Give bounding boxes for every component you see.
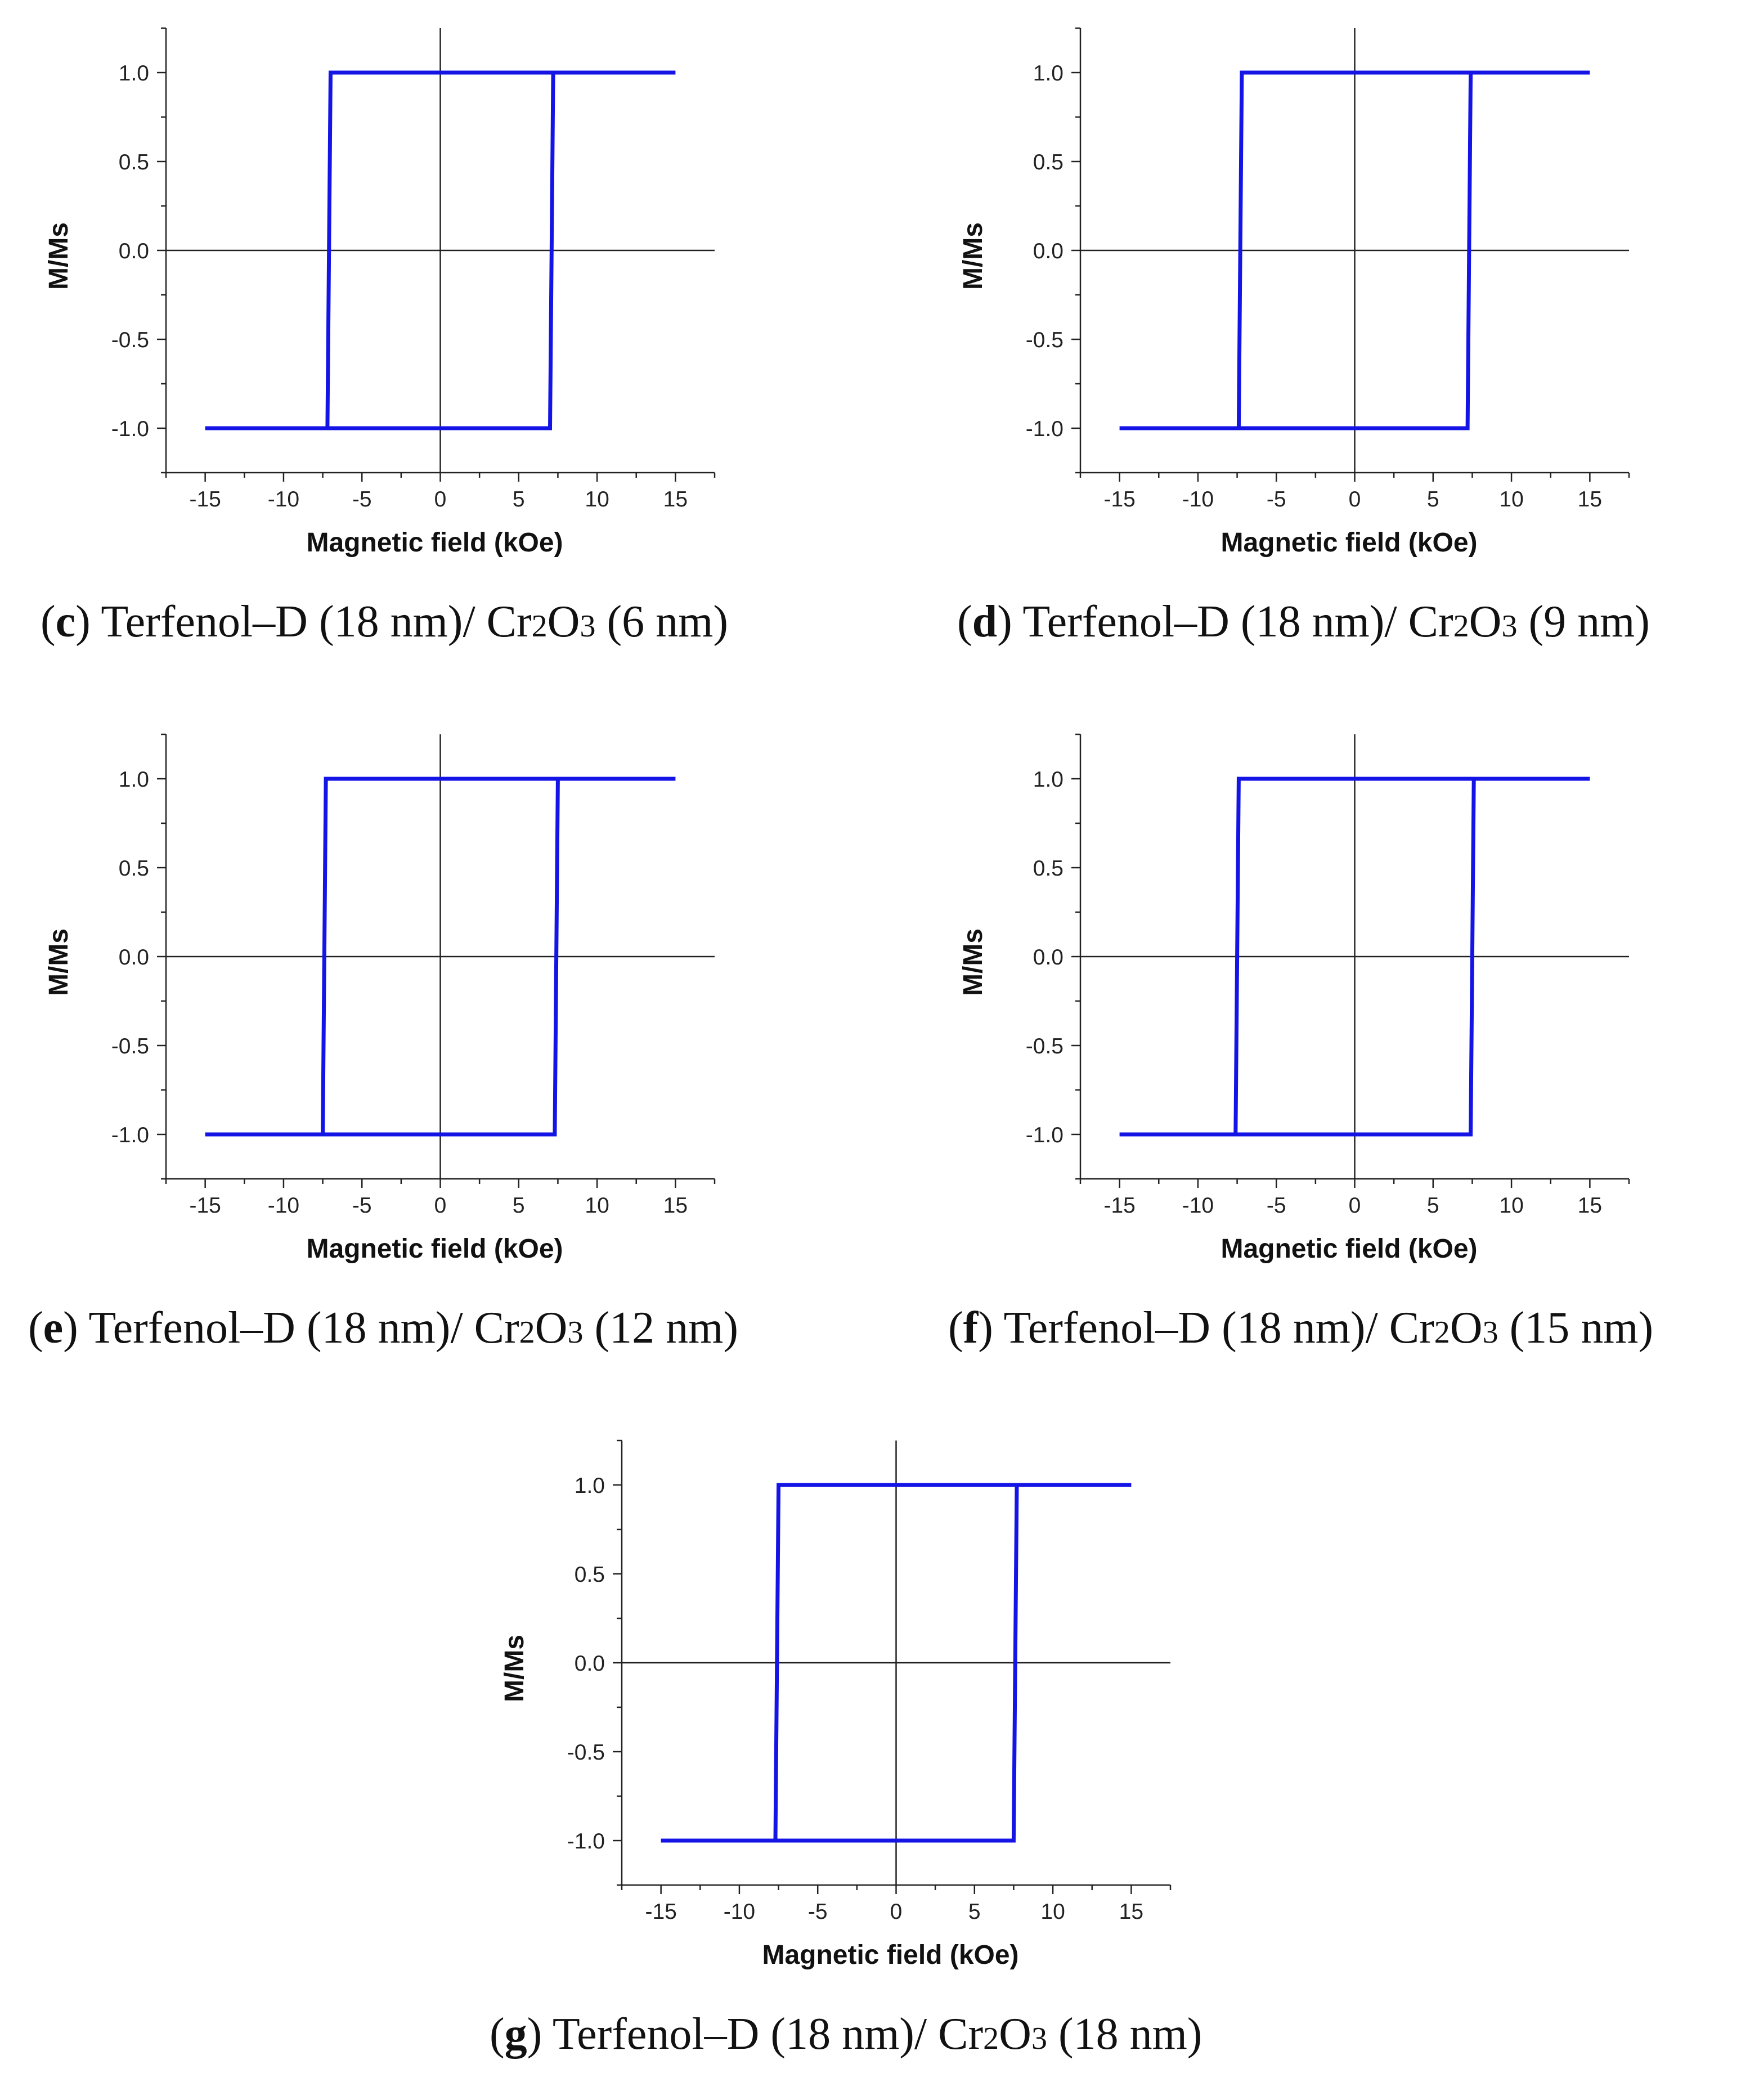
x-tick-label: 15 bbox=[663, 487, 688, 511]
caption-d: (d) Terfenol–D (18 nm)/ Cr2O3 (9 nm) bbox=[957, 597, 1650, 647]
x-tick-label: -15 bbox=[1103, 1193, 1135, 1218]
caption-e: (e) Terfenol–D (18 nm)/ Cr2O3 (12 nm) bbox=[28, 1303, 738, 1353]
x-tick-label: 0 bbox=[1349, 1193, 1361, 1218]
x-tick-label: 10 bbox=[1499, 1193, 1523, 1218]
x-tick-label: 15 bbox=[663, 1193, 688, 1218]
x-tick-label: 10 bbox=[585, 1193, 609, 1218]
x-tick-label: 10 bbox=[1499, 487, 1523, 511]
x-axis-label: Magnetic field (kOe) bbox=[762, 1940, 1018, 1970]
y-axis-label: M/Ms bbox=[44, 222, 74, 290]
x-tick-label: 5 bbox=[513, 487, 525, 511]
y-tick-label: 0.5 bbox=[1033, 150, 1064, 174]
figure-panel-f: -15 -10 -5 0 5 10 15 1.0 0.5 0.0 -0.5 -1.0 Magnetic … bbox=[914, 706, 1750, 1398]
x-tick-label: 0 bbox=[1349, 487, 1361, 511]
figure-panel-e: -15 -10 -5 0 5 10 15 1.0 0.5 0.0 -0.5 -1.0 Magnetic … bbox=[0, 706, 875, 1398]
y-tick-label: 0.5 bbox=[1033, 856, 1064, 881]
y-tick-label: -1.0 bbox=[567, 1829, 605, 1854]
hysteresis-loop-series bbox=[205, 777, 676, 1137]
x-tick-label: -15 bbox=[645, 1900, 676, 1924]
x-tick-label: -15 bbox=[189, 1193, 221, 1218]
y-tick-label: -1.0 bbox=[111, 417, 149, 441]
chart-d: -15 -10 -5 0 5 10 15 1.0 0.5 0.0 -0.5 -1.0 Magnetic … bbox=[958, 27, 1630, 558]
x-tick-label: -10 bbox=[724, 1900, 755, 1924]
x-tick-label: -5 bbox=[352, 1193, 372, 1218]
y-tick-label: 1.0 bbox=[119, 768, 149, 792]
chart-c: -15 -10 -5 0 5 10 15 1.0 0.5 0.0 -0.5 -1.0 Magnetic … bbox=[44, 27, 716, 558]
y-tick-label: -1.0 bbox=[1026, 1123, 1064, 1147]
y-tick-label: 0.0 bbox=[119, 945, 149, 970]
caption-g: (g) Terfenol–D (18 nm)/ Cr2O3 (18 nm) bbox=[490, 2009, 1202, 2059]
hysteresis-loop-series bbox=[661, 1483, 1132, 1843]
y-axis-label: M/Ms bbox=[500, 1635, 530, 1702]
figure-panel-c: -15 -10 -5 0 5 10 15 1.0 0.5 0.0 -0.5 -1.0 Magnetic … bbox=[0, 0, 875, 692]
x-tick-label: 5 bbox=[1427, 1193, 1439, 1218]
x-tick-label: 15 bbox=[1119, 1900, 1143, 1924]
x-tick-label: -15 bbox=[1103, 487, 1135, 511]
y-tick-label: -0.5 bbox=[111, 328, 149, 352]
x-tick-label: 0 bbox=[434, 1193, 447, 1218]
hysteresis-loop-series bbox=[1119, 70, 1590, 430]
x-tick-label: 0 bbox=[890, 1900, 903, 1924]
y-tick-label: 0.5 bbox=[575, 1563, 605, 1587]
x-tick-label: -10 bbox=[1182, 487, 1214, 511]
y-tick-label: -0.5 bbox=[111, 1034, 149, 1058]
y-tick-label: 0.5 bbox=[119, 856, 149, 881]
x-tick-label: 5 bbox=[513, 1193, 525, 1218]
x-tick-label: -15 bbox=[189, 487, 221, 511]
y-tick-label: -0.5 bbox=[1026, 1034, 1064, 1058]
x-tick-label: 5 bbox=[968, 1900, 981, 1924]
figure-panel-g: -15 -10 -5 0 5 10 15 1.0 0.5 0.0 -0.5 -1.0 Magnetic … bbox=[456, 1412, 1300, 2100]
figure-panel-d: -15 -10 -5 0 5 10 15 1.0 0.5 0.0 -0.5 -1.0 Magnetic … bbox=[914, 0, 1750, 692]
x-axis-label: Magnetic field (kOe) bbox=[1220, 1234, 1477, 1264]
chart-e: -15 -10 -5 0 5 10 15 1.0 0.5 0.0 -0.5 -1.0 Magnetic … bbox=[44, 733, 716, 1264]
y-tick-label: 0.0 bbox=[1033, 239, 1064, 263]
y-tick-label: 1.0 bbox=[1033, 61, 1064, 86]
y-axis-label: M/Ms bbox=[958, 222, 988, 290]
x-tick-label: 0 bbox=[434, 487, 447, 511]
x-tick-label: 10 bbox=[1040, 1900, 1065, 1924]
chart-f: -15 -10 -5 0 5 10 15 1.0 0.5 0.0 -0.5 -1.0 Magnetic … bbox=[958, 733, 1630, 1264]
x-tick-label: -5 bbox=[1267, 487, 1286, 511]
x-tick-label: -10 bbox=[268, 487, 299, 511]
hysteresis-loop-series bbox=[205, 70, 676, 430]
y-tick-label: 1.0 bbox=[119, 61, 149, 86]
y-tick-label: 0.0 bbox=[1033, 945, 1064, 970]
y-tick-label: -1.0 bbox=[1026, 417, 1064, 441]
y-tick-label: 1.0 bbox=[575, 1474, 605, 1498]
x-axis-label: Magnetic field (kOe) bbox=[1220, 528, 1477, 558]
chart-g: -15 -10 -5 0 5 10 15 1.0 0.5 0.0 -0.5 -1.0 Magnetic … bbox=[500, 1439, 1172, 1970]
x-tick-label: 15 bbox=[1578, 1193, 1602, 1218]
caption-f: (f) Terfenol–D (18 nm)/ Cr2O3 (15 nm) bbox=[948, 1303, 1654, 1353]
x-tick-label: 15 bbox=[1578, 487, 1602, 511]
x-axis-label: Magnetic field (kOe) bbox=[306, 1234, 563, 1264]
hysteresis-loop-series bbox=[1119, 777, 1590, 1137]
x-tick-label: 10 bbox=[585, 487, 609, 511]
x-tick-label: 5 bbox=[1427, 487, 1439, 511]
caption-c: (c) Terfenol–D (18 nm)/ Cr2O3 (6 nm) bbox=[41, 597, 728, 647]
y-tick-label: 0.0 bbox=[575, 1652, 605, 1676]
y-tick-label: -0.5 bbox=[567, 1740, 605, 1765]
y-axis-label: M/Ms bbox=[958, 928, 988, 996]
x-tick-label: -10 bbox=[268, 1193, 299, 1218]
y-tick-label: 1.0 bbox=[1033, 768, 1064, 792]
y-tick-label: -1.0 bbox=[111, 1123, 149, 1147]
x-tick-label: -5 bbox=[808, 1900, 828, 1924]
y-tick-label: -0.5 bbox=[1026, 328, 1064, 352]
y-axis-label: M/Ms bbox=[44, 928, 74, 996]
x-tick-label: -5 bbox=[352, 487, 372, 511]
y-tick-label: 0.0 bbox=[119, 239, 149, 263]
y-tick-label: 0.5 bbox=[119, 150, 149, 174]
x-axis-label: Magnetic field (kOe) bbox=[306, 528, 563, 558]
x-tick-label: -5 bbox=[1267, 1193, 1286, 1218]
x-tick-label: -10 bbox=[1182, 1193, 1214, 1218]
